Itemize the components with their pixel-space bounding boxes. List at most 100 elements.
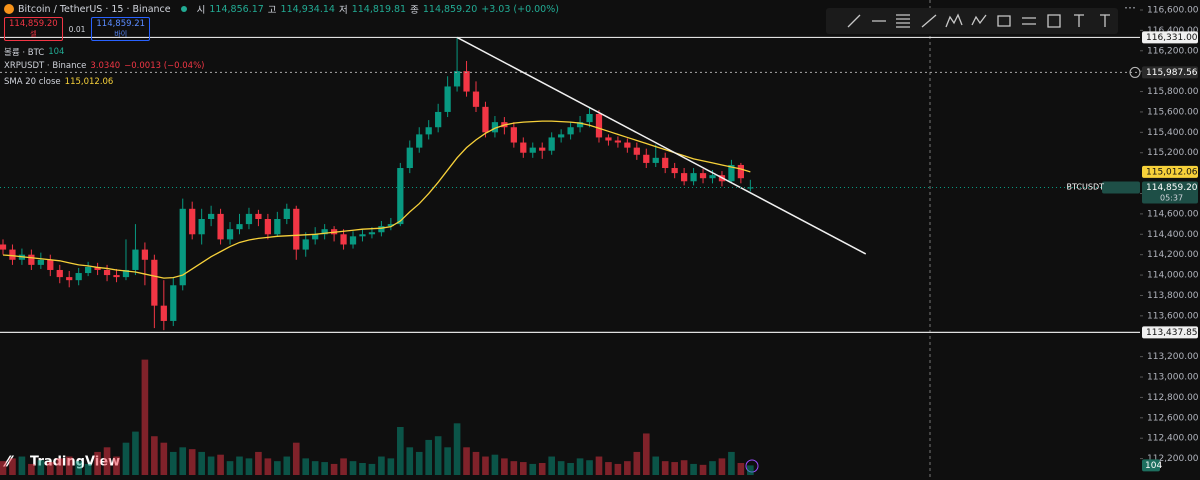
volume-bar bbox=[387, 458, 395, 475]
volume-bar bbox=[141, 359, 149, 475]
candle-body bbox=[56, 269, 63, 278]
volume-bar bbox=[472, 451, 480, 475]
y-tick-label: 115,800.00 bbox=[1147, 87, 1199, 97]
countdown: 05:37 bbox=[1160, 194, 1183, 203]
volume-value: 104 bbox=[48, 47, 65, 57]
volume-bar bbox=[255, 451, 262, 475]
candle-body bbox=[47, 259, 54, 270]
volume-bar bbox=[321, 462, 328, 475]
volume-bar bbox=[46, 462, 54, 475]
candle-body bbox=[207, 213, 215, 219]
toolbar-icons bbox=[847, 13, 1110, 28]
candle-body bbox=[245, 213, 253, 225]
y-tick-label: 112,800.00 bbox=[1147, 393, 1199, 403]
volume-bar bbox=[728, 451, 735, 475]
candle-body bbox=[226, 229, 234, 240]
y-tick-label: 113,000.00 bbox=[1147, 373, 1199, 383]
candle-body bbox=[605, 137, 612, 141]
candle-body bbox=[274, 218, 281, 235]
volume-bar bbox=[501, 458, 508, 475]
buy-button[interactable]: 114,859.21 바이 bbox=[91, 17, 151, 41]
buy-price: 114,859.21 bbox=[96, 19, 146, 29]
volume-bar bbox=[586, 460, 593, 475]
candle-body bbox=[264, 218, 272, 235]
volume-bar bbox=[491, 454, 499, 475]
candle-body bbox=[680, 173, 688, 182]
logo-mark: ⁄⁄ bbox=[3, 453, 15, 471]
candle-body bbox=[312, 234, 319, 240]
add-icon bbox=[1129, 66, 1141, 78]
dotted-line-label: 115,987.56 bbox=[1146, 68, 1198, 78]
sell-button[interactable]: 114,859.20 셀 bbox=[4, 17, 63, 41]
candle-body bbox=[539, 147, 546, 151]
menu-icon[interactable]: ⋯ bbox=[1124, 1, 1136, 15]
volume-bar bbox=[179, 447, 187, 475]
volume-bar bbox=[349, 461, 357, 475]
volume-bar bbox=[302, 458, 310, 475]
candle-body bbox=[453, 71, 461, 87]
volume-bar bbox=[151, 436, 158, 475]
y-tick-label: 112,400.00 bbox=[1147, 434, 1199, 444]
volume-bar bbox=[614, 463, 622, 475]
candle-body bbox=[482, 106, 489, 133]
volume-bar bbox=[0, 461, 7, 475]
sma-box-label: 115,012.06 bbox=[1146, 167, 1198, 177]
candle-body bbox=[709, 175, 716, 179]
toolbar[interactable] bbox=[826, 8, 1118, 34]
symbol: Bitcoin / TetherUS · 15 · Binance bbox=[18, 3, 171, 15]
l-value: 114,819.81 bbox=[351, 3, 407, 15]
volume-bar bbox=[557, 461, 565, 475]
o-value: 114,856.17 bbox=[209, 3, 264, 15]
candle-body bbox=[643, 154, 650, 163]
y-tick-label: 114,600.00 bbox=[1147, 209, 1199, 219]
volume-bar bbox=[406, 447, 414, 475]
y-tick-label: 116,400.00 bbox=[1147, 26, 1199, 36]
candle-body bbox=[37, 259, 44, 265]
candle-body bbox=[558, 134, 565, 138]
candle-body bbox=[671, 168, 678, 174]
c-value: 114,859.20 bbox=[422, 3, 478, 15]
trade-row: 114,859.20 셀 0.01 114,859.21 바이 bbox=[4, 17, 151, 41]
volume-bar bbox=[75, 461, 82, 475]
volume-bar bbox=[652, 456, 660, 475]
volume-bar bbox=[434, 436, 442, 475]
volume-bar bbox=[84, 463, 92, 475]
volume-bar bbox=[642, 433, 650, 475]
candle-body bbox=[567, 127, 574, 135]
volume-bar bbox=[283, 456, 291, 475]
candle-body bbox=[179, 208, 186, 286]
candle-body bbox=[548, 137, 555, 151]
toolbar-bg bbox=[826, 8, 1118, 34]
candle-body bbox=[624, 142, 631, 148]
candle-body bbox=[66, 277, 73, 281]
volume-bar bbox=[529, 463, 537, 475]
y-tick-label: 112,600.00 bbox=[1147, 413, 1199, 423]
volume-bar bbox=[576, 458, 584, 475]
sma-name: SMA 20 close bbox=[4, 77, 61, 87]
candle-body bbox=[160, 305, 167, 321]
candle-body bbox=[510, 127, 517, 143]
change: +3.03 (+0.00%) bbox=[481, 3, 559, 15]
volume-bar bbox=[207, 456, 215, 475]
candle-body bbox=[151, 259, 158, 306]
sma-box bbox=[1142, 165, 1198, 178]
volume-name: 볼륨 · BTC bbox=[4, 48, 45, 58]
header-row: Bitcoin / TetherUS · 15 · Binance 시 114,8… bbox=[4, 2, 559, 16]
candle-body bbox=[586, 113, 593, 123]
volume-bar bbox=[292, 442, 300, 475]
candle-body bbox=[302, 239, 309, 250]
last-price-box bbox=[1142, 181, 1198, 204]
candle-body bbox=[349, 236, 357, 245]
y-tick-label: 113,600.00 bbox=[1147, 311, 1199, 321]
candle-body bbox=[444, 86, 451, 112]
candle-body bbox=[614, 140, 622, 143]
price-box bbox=[1142, 31, 1198, 44]
volume-bar bbox=[132, 431, 139, 475]
candle-body bbox=[472, 91, 480, 107]
candle-body bbox=[520, 142, 527, 153]
volume-bar bbox=[94, 451, 101, 475]
candle-body bbox=[699, 173, 707, 179]
volume-bar bbox=[718, 458, 726, 475]
sma-line bbox=[2, 120, 751, 279]
